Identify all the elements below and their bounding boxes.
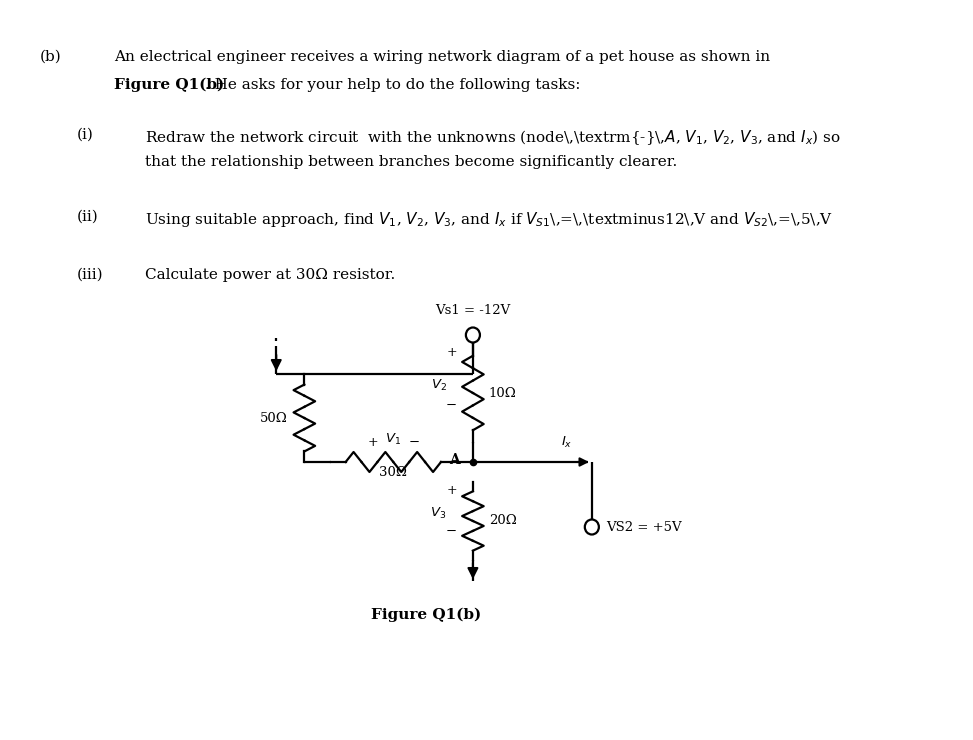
Text: Figure Q1(b): Figure Q1(b) [371,608,482,622]
Text: Calculate power at 30Ω resistor.: Calculate power at 30Ω resistor. [145,268,395,282]
Text: 30Ω: 30Ω [379,466,408,479]
Text: (i): (i) [77,128,93,142]
Text: An electrical engineer receives a wiring network diagram of a pet house as shown: An electrical engineer receives a wiring… [114,50,771,64]
Text: A: A [450,453,460,467]
Text: 50Ω: 50Ω [260,411,287,425]
Text: 10Ω: 10Ω [488,386,517,400]
Text: $V_3$: $V_3$ [430,505,447,520]
Text: that the relationship between branches become significantly clearer.: that the relationship between branches b… [145,155,677,169]
Text: $V_1$: $V_1$ [385,432,401,447]
Text: VS2 = +5V: VS2 = +5V [606,520,681,534]
Text: −: − [446,525,457,537]
Text: (iii): (iii) [77,268,103,282]
Text: Figure Q1(b): Figure Q1(b) [114,78,225,92]
Text: . He asks for your help to do the following tasks:: . He asks for your help to do the follow… [205,78,581,92]
Text: Redraw the network circuit  with the unknowns (node\,\textrm{-}\,$A$, $V_1$, $V_: Redraw the network circuit with the unkn… [145,128,841,147]
Text: (ii): (ii) [77,210,98,224]
Text: (b): (b) [39,50,61,64]
Text: $V_2$: $V_2$ [431,377,447,392]
Text: +: + [447,346,457,359]
Text: Vs1 = -12V: Vs1 = -12V [435,304,511,317]
Text: +: + [447,484,457,497]
Text: −: − [409,436,419,449]
Text: $I_x$: $I_x$ [560,435,572,450]
Text: Using suitable approach, find $V_1$, $V_2$, $V_3$, and $I_x$ if $V_{S1}$\,=\,\te: Using suitable approach, find $V_1$, $V_… [145,210,833,229]
Text: 20Ω: 20Ω [488,514,517,528]
Text: +: + [368,436,378,449]
Text: −: − [446,399,457,411]
